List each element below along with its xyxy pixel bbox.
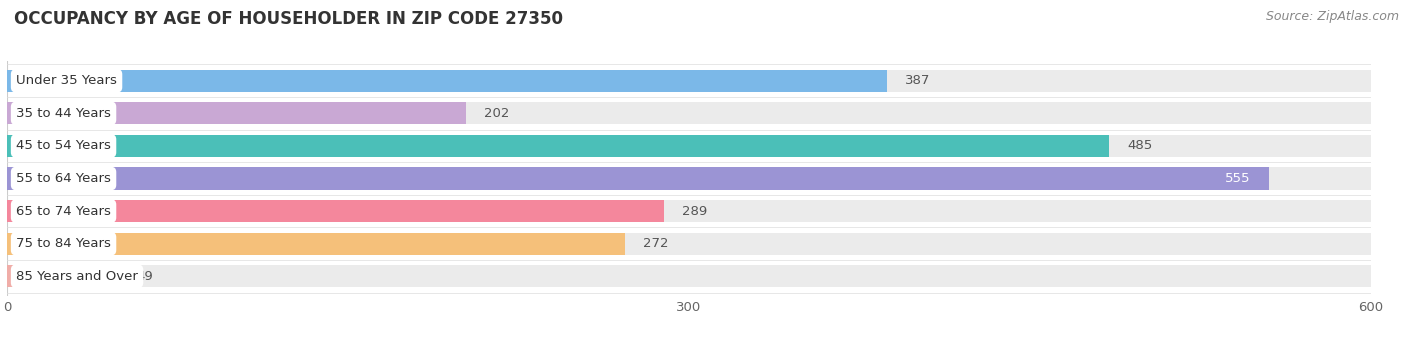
Text: 272: 272	[644, 237, 669, 250]
Text: 202: 202	[484, 107, 510, 120]
Bar	[7, 265, 1371, 287]
Bar	[7, 135, 1371, 157]
Text: 49: 49	[136, 270, 153, 283]
Text: 85 Years and Over: 85 Years and Over	[15, 270, 138, 283]
Bar	[7, 135, 1109, 157]
Text: Source: ZipAtlas.com: Source: ZipAtlas.com	[1265, 10, 1399, 23]
Bar	[7, 167, 1371, 190]
Bar	[7, 200, 664, 222]
Text: 289: 289	[682, 205, 707, 218]
Bar	[7, 102, 467, 124]
Bar	[7, 167, 1268, 190]
Bar	[7, 70, 1371, 92]
Text: 485: 485	[1128, 139, 1153, 152]
Bar	[7, 233, 626, 255]
Bar	[7, 102, 1371, 124]
Text: 55 to 64 Years: 55 to 64 Years	[15, 172, 111, 185]
Bar	[7, 70, 887, 92]
Text: Under 35 Years: Under 35 Years	[15, 74, 117, 87]
Text: 387: 387	[905, 74, 931, 87]
Text: 65 to 74 Years: 65 to 74 Years	[15, 205, 111, 218]
Bar	[7, 200, 1371, 222]
Bar	[7, 265, 118, 287]
Text: OCCUPANCY BY AGE OF HOUSEHOLDER IN ZIP CODE 27350: OCCUPANCY BY AGE OF HOUSEHOLDER IN ZIP C…	[14, 10, 562, 28]
Text: 555: 555	[1225, 172, 1250, 185]
Text: 45 to 54 Years: 45 to 54 Years	[15, 139, 111, 152]
Text: 75 to 84 Years: 75 to 84 Years	[15, 237, 111, 250]
Text: 35 to 44 Years: 35 to 44 Years	[15, 107, 111, 120]
Bar	[7, 233, 1371, 255]
